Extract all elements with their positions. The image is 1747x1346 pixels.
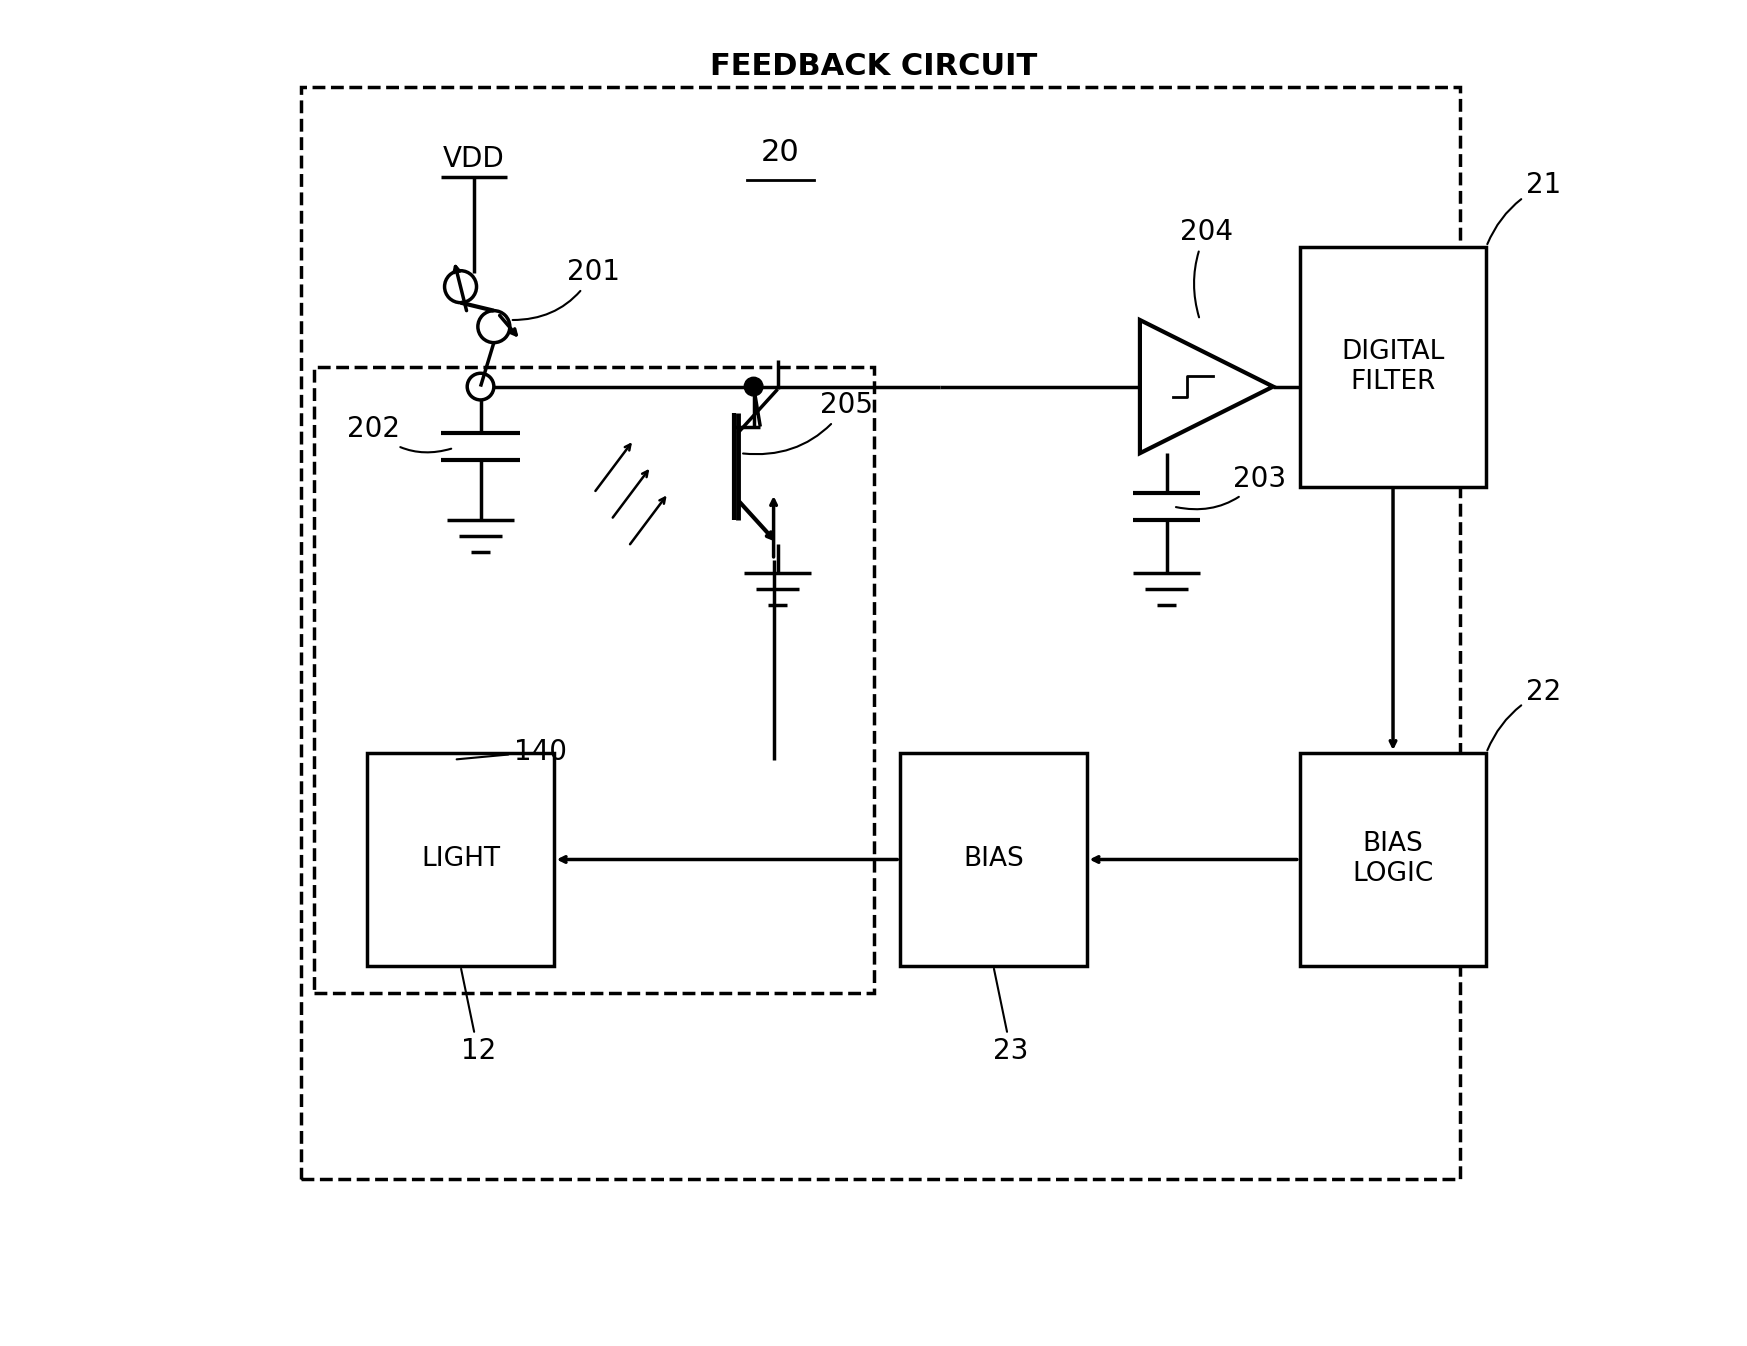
Bar <box>1300 246 1487 486</box>
Text: 140: 140 <box>456 738 566 766</box>
Text: 201: 201 <box>512 258 620 320</box>
Text: 22: 22 <box>1487 677 1562 750</box>
Text: BIAS
LOGIC: BIAS LOGIC <box>1352 832 1434 887</box>
Text: DIGITAL
FILTER: DIGITAL FILTER <box>1342 339 1445 394</box>
Polygon shape <box>1141 320 1274 454</box>
Bar <box>314 366 874 993</box>
Text: 204: 204 <box>1179 218 1233 318</box>
Text: FEEDBACK CIRCUIT: FEEDBACK CIRCUIT <box>709 52 1038 81</box>
Bar <box>300 87 1460 1179</box>
Circle shape <box>744 377 763 396</box>
Text: 21: 21 <box>1487 171 1562 244</box>
Bar <box>1300 752 1487 966</box>
Text: 12: 12 <box>461 969 496 1065</box>
Text: VDD: VDD <box>444 145 505 174</box>
Bar <box>367 752 554 966</box>
Text: LIGHT: LIGHT <box>421 847 500 872</box>
Text: 205: 205 <box>742 392 874 454</box>
Text: 23: 23 <box>994 969 1029 1065</box>
Text: 20: 20 <box>762 137 800 167</box>
Text: 202: 202 <box>348 415 451 452</box>
Bar <box>900 752 1087 966</box>
Text: BIAS: BIAS <box>963 847 1024 872</box>
Text: 203: 203 <box>1176 464 1286 509</box>
